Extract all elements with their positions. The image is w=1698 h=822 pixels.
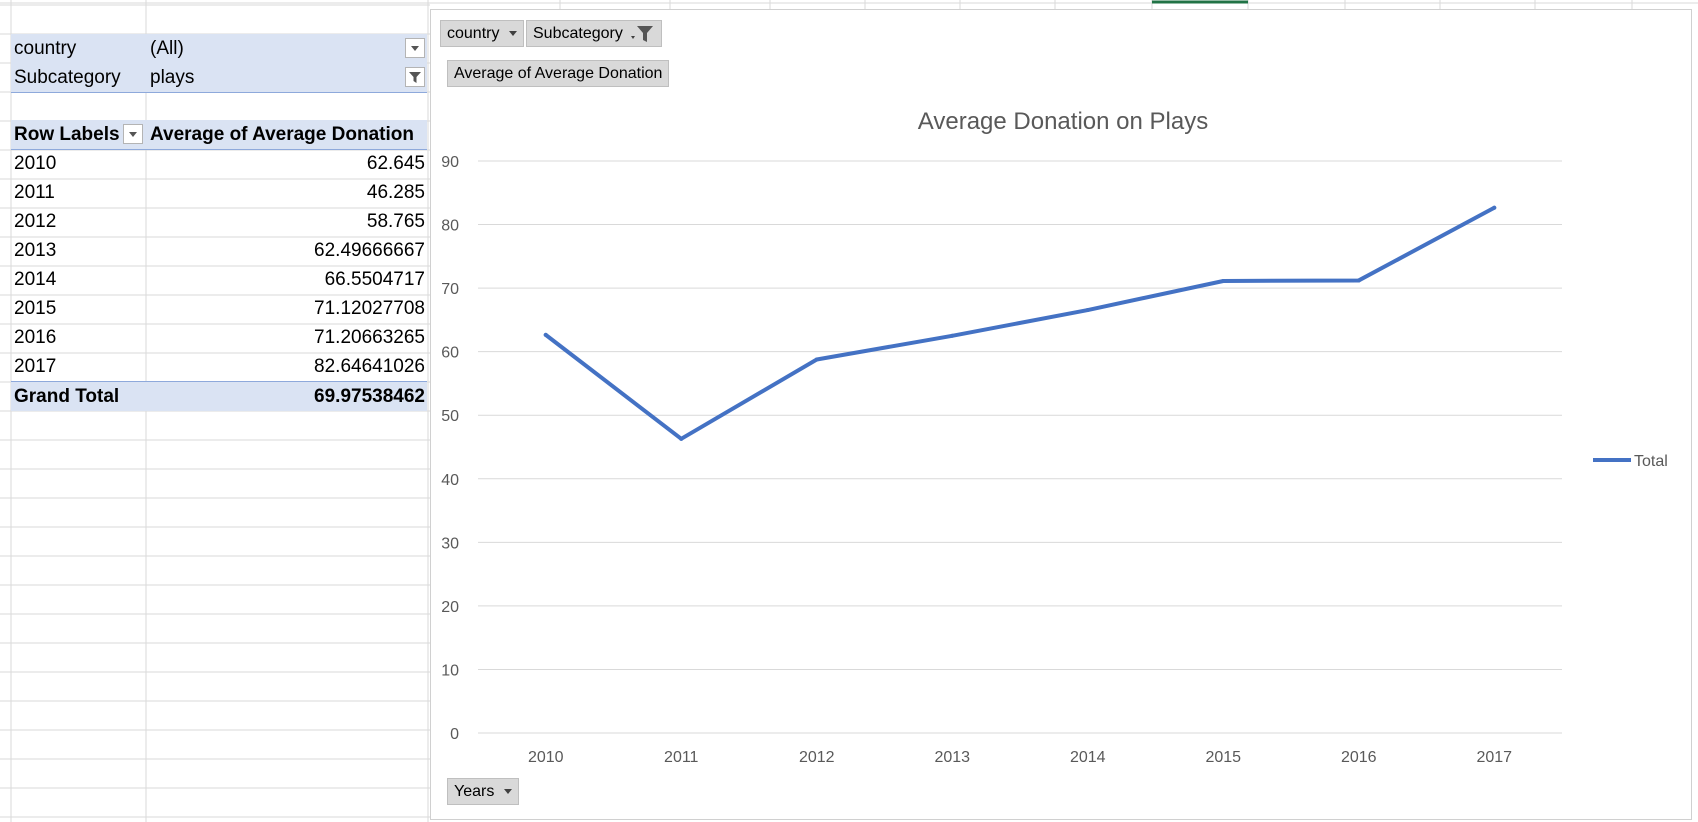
pivot-row: 2011 46.285 bbox=[11, 178, 427, 207]
chart-axis-field-button[interactable]: Years bbox=[447, 778, 520, 805]
pivot-row: 2017 82.64641026 bbox=[11, 352, 427, 381]
y-tick-label: 10 bbox=[441, 662, 459, 679]
filter-row-subcategory: Subcategory plays bbox=[11, 63, 427, 93]
row-labels-dropdown[interactable] bbox=[123, 124, 143, 144]
x-tick-label: 2014 bbox=[1070, 749, 1106, 766]
subcategory-field-label: Subcategory bbox=[533, 24, 623, 42]
pivot-row: 2013 62.49666667 bbox=[11, 236, 427, 265]
pivot-row: 2012 58.765 bbox=[11, 207, 427, 236]
y-tick-label: 0 bbox=[450, 726, 459, 743]
data-point bbox=[814, 357, 819, 362]
filter-row-country: country (All) bbox=[11, 34, 427, 63]
chart-title: Average Donation on Plays bbox=[918, 108, 1208, 135]
chevron-down-icon bbox=[129, 131, 137, 137]
row-value: 71.12027708 bbox=[314, 297, 425, 319]
filter-label-subcategory: Subcategory bbox=[14, 66, 121, 88]
filter-label-country: country bbox=[14, 37, 77, 59]
pivot-row: 2015 71.12027708 bbox=[11, 294, 427, 323]
legend-label: Total bbox=[1634, 453, 1668, 470]
row-label: 2011 bbox=[14, 181, 55, 203]
x-tick-label: 2012 bbox=[799, 749, 835, 766]
filter-value-subcategory: plays bbox=[150, 66, 195, 88]
x-tick-label: 2015 bbox=[1205, 749, 1241, 766]
value-header: Average of Average Donation bbox=[150, 123, 414, 145]
data-point bbox=[543, 332, 548, 337]
data-point bbox=[1085, 308, 1090, 313]
row-labels-header: Row Labels bbox=[14, 123, 120, 145]
row-label: 2013 bbox=[14, 239, 57, 261]
chevron-down-icon bbox=[509, 31, 518, 36]
x-tick-label: 2010 bbox=[528, 749, 564, 766]
axis-field-label: Years bbox=[454, 782, 495, 800]
grand-total-value: 69.97538462 bbox=[314, 385, 425, 407]
row-label: 2015 bbox=[14, 297, 57, 319]
y-tick-label: 80 bbox=[441, 218, 459, 235]
y-tick-label: 20 bbox=[441, 599, 459, 616]
values-field-label: Average of Average Donation bbox=[454, 64, 663, 82]
grand-total-row: Grand Total 69.97538462 bbox=[11, 381, 427, 411]
x-tick-label: 2016 bbox=[1341, 749, 1377, 766]
pivot-chart[interactable]: country Subcategory Average of Average D… bbox=[430, 9, 1692, 820]
x-tick-label: 2017 bbox=[1476, 749, 1512, 766]
subcategory-filter-dropdown[interactable] bbox=[405, 67, 425, 87]
data-point bbox=[1356, 278, 1361, 283]
row-value: 66.5504717 bbox=[324, 268, 425, 290]
row-label: 2014 bbox=[14, 268, 57, 290]
y-tick-label: 30 bbox=[441, 535, 459, 552]
chart-values-field-button[interactable]: Average of Average Donation bbox=[447, 60, 670, 87]
row-value: 58.765 bbox=[366, 210, 425, 232]
pivot-row: 2016 71.20663265 bbox=[11, 323, 427, 352]
pivot-row: 2010 62.645 bbox=[11, 149, 427, 178]
grand-total-label: Grand Total bbox=[14, 385, 120, 407]
row-value: 71.20663265 bbox=[314, 326, 425, 348]
line-chart: Average Donation on Plays 0 10 20 30 40 50 60 7… bbox=[441, 108, 1668, 766]
y-tick-label: 90 bbox=[441, 154, 459, 171]
row-label: 2010 bbox=[14, 152, 57, 174]
data-point bbox=[950, 333, 955, 338]
row-value: 62.49666667 bbox=[314, 239, 425, 261]
y-tick-label: 70 bbox=[441, 281, 459, 298]
row-value: 46.285 bbox=[366, 181, 425, 203]
row-label: 2012 bbox=[14, 210, 57, 232]
pivot-header-row: Row Labels Average of Average Donation bbox=[11, 120, 427, 150]
country-field-label: country bbox=[447, 24, 500, 42]
chart-country-field-button[interactable]: country bbox=[440, 20, 525, 47]
country-filter-dropdown[interactable] bbox=[405, 38, 425, 58]
chart-subcategory-field-button[interactable]: Subcategory bbox=[526, 20, 662, 47]
filter-funnel-icon bbox=[630, 25, 653, 42]
data-point bbox=[1221, 278, 1226, 283]
series-line bbox=[543, 205, 1497, 441]
row-label: 2016 bbox=[14, 326, 57, 348]
data-point bbox=[679, 436, 684, 441]
x-tick-label: 2011 bbox=[664, 749, 699, 766]
row-label: 2017 bbox=[14, 355, 57, 377]
chevron-down-icon bbox=[504, 789, 513, 794]
row-value: 82.64641026 bbox=[314, 355, 425, 377]
chevron-down-icon bbox=[411, 45, 419, 51]
pivot-row: 2014 66.5504717 bbox=[11, 265, 427, 294]
y-tick-label: 40 bbox=[441, 472, 459, 489]
filter-funnel-icon bbox=[409, 71, 421, 83]
y-tick-label: 50 bbox=[441, 408, 459, 425]
x-tick-label: 2013 bbox=[934, 749, 970, 766]
row-value: 62.645 bbox=[366, 152, 425, 174]
data-point bbox=[1492, 205, 1497, 210]
filter-value-country: (All) bbox=[150, 37, 184, 59]
y-tick-label: 60 bbox=[441, 345, 459, 362]
